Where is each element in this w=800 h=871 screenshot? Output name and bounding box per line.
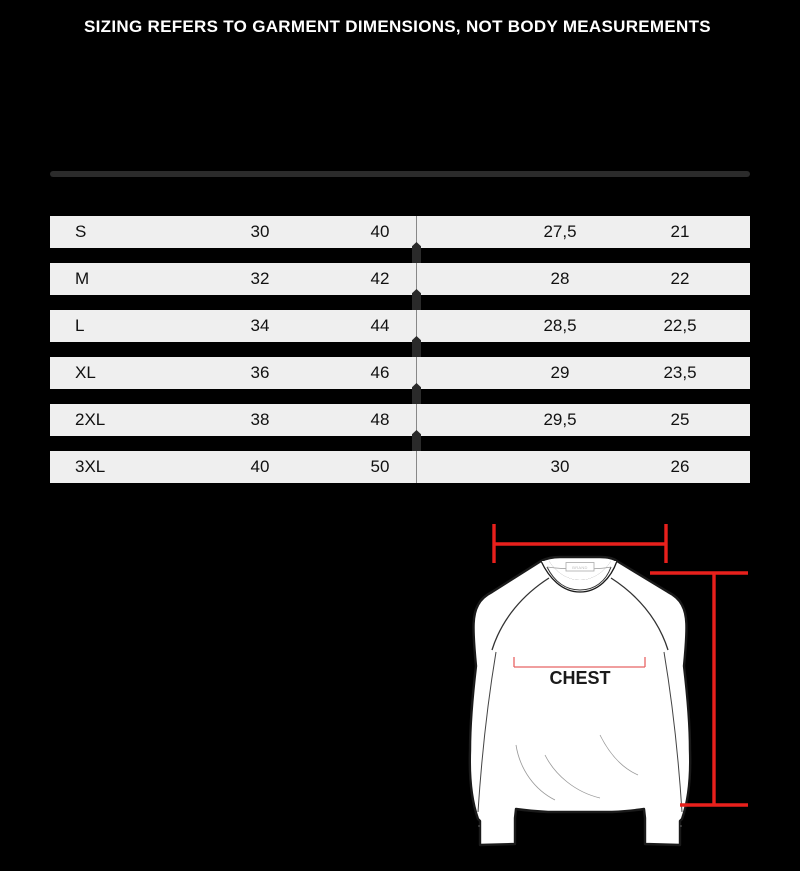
svg-text:CHEST: CHEST — [549, 668, 610, 688]
svg-text:BRAND: BRAND — [572, 565, 588, 570]
